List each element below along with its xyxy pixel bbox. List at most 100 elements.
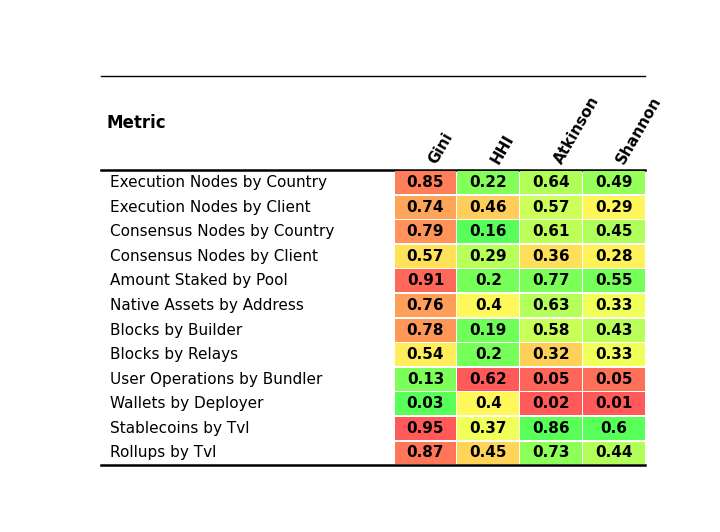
Text: 0.43: 0.43 [595, 322, 633, 338]
Text: Metric: Metric [107, 114, 166, 132]
Text: Consensus Nodes by Country: Consensus Nodes by Country [109, 225, 334, 239]
Text: Stablecoins by Tvl: Stablecoins by Tvl [109, 421, 249, 436]
Text: 0.16: 0.16 [469, 225, 507, 239]
Text: 0.85: 0.85 [407, 175, 444, 190]
FancyBboxPatch shape [583, 368, 644, 390]
FancyBboxPatch shape [521, 393, 582, 415]
Text: 0.57: 0.57 [407, 249, 444, 264]
Text: Native Assets by Address: Native Assets by Address [109, 298, 303, 313]
Text: 0.86: 0.86 [532, 421, 570, 436]
Text: 0.78: 0.78 [407, 322, 444, 338]
Text: 0.95: 0.95 [407, 421, 444, 436]
Text: 0.28: 0.28 [595, 249, 633, 264]
Text: Execution Nodes by Client: Execution Nodes by Client [109, 200, 310, 215]
Text: 0.61: 0.61 [532, 225, 570, 239]
FancyBboxPatch shape [457, 171, 519, 194]
FancyBboxPatch shape [457, 245, 519, 268]
FancyBboxPatch shape [583, 270, 644, 293]
FancyBboxPatch shape [521, 368, 582, 390]
Text: Shannon: Shannon [614, 94, 665, 166]
Text: 0.05: 0.05 [595, 372, 633, 387]
FancyBboxPatch shape [583, 171, 644, 194]
Text: 0.29: 0.29 [595, 200, 633, 215]
Text: 0.76: 0.76 [407, 298, 444, 313]
Text: Blocks by Builder: Blocks by Builder [109, 322, 242, 338]
Text: 0.32: 0.32 [532, 347, 570, 362]
FancyBboxPatch shape [521, 319, 582, 342]
Text: 0.54: 0.54 [407, 347, 444, 362]
Text: 0.63: 0.63 [532, 298, 570, 313]
Text: 0.49: 0.49 [595, 175, 633, 190]
Text: 0.79: 0.79 [407, 225, 444, 239]
Text: 0.05: 0.05 [532, 372, 570, 387]
Text: 0.37: 0.37 [469, 421, 507, 436]
FancyBboxPatch shape [583, 319, 644, 342]
Text: 0.02: 0.02 [532, 396, 570, 411]
FancyBboxPatch shape [395, 294, 456, 317]
Text: 0.4: 0.4 [474, 396, 502, 411]
Text: 0.33: 0.33 [595, 347, 633, 362]
Text: 0.03: 0.03 [407, 396, 444, 411]
FancyBboxPatch shape [583, 294, 644, 317]
Text: 0.44: 0.44 [595, 445, 633, 461]
Text: Consensus Nodes by Client: Consensus Nodes by Client [109, 249, 318, 264]
Text: Execution Nodes by Country: Execution Nodes by Country [109, 175, 327, 190]
Text: Gini: Gini [426, 130, 455, 166]
Text: 0.91: 0.91 [407, 273, 444, 288]
FancyBboxPatch shape [583, 393, 644, 415]
Text: Atkinson: Atkinson [551, 93, 602, 166]
Text: Blocks by Relays: Blocks by Relays [109, 347, 238, 362]
Text: 0.45: 0.45 [595, 225, 633, 239]
Text: 0.4: 0.4 [474, 298, 502, 313]
FancyBboxPatch shape [395, 220, 456, 243]
FancyBboxPatch shape [521, 417, 582, 440]
FancyBboxPatch shape [395, 319, 456, 342]
Text: 0.77: 0.77 [532, 273, 570, 288]
Text: Amount Staked by Pool: Amount Staked by Pool [109, 273, 287, 288]
Text: 0.74: 0.74 [407, 200, 444, 215]
FancyBboxPatch shape [395, 245, 456, 268]
Text: 0.2: 0.2 [474, 347, 502, 362]
Text: 0.62: 0.62 [469, 372, 507, 387]
FancyBboxPatch shape [457, 319, 519, 342]
FancyBboxPatch shape [457, 368, 519, 390]
FancyBboxPatch shape [521, 196, 582, 219]
Text: 0.46: 0.46 [469, 200, 507, 215]
FancyBboxPatch shape [457, 417, 519, 440]
Text: 0.58: 0.58 [532, 322, 570, 338]
Text: User Operations by Bundler: User Operations by Bundler [109, 372, 322, 387]
Text: 0.6: 0.6 [600, 421, 627, 436]
FancyBboxPatch shape [457, 343, 519, 366]
Text: 0.36: 0.36 [532, 249, 570, 264]
FancyBboxPatch shape [583, 196, 644, 219]
FancyBboxPatch shape [521, 220, 582, 243]
FancyBboxPatch shape [457, 442, 519, 464]
FancyBboxPatch shape [457, 270, 519, 293]
FancyBboxPatch shape [395, 368, 456, 390]
Text: 0.01: 0.01 [595, 396, 632, 411]
FancyBboxPatch shape [395, 442, 456, 464]
Text: 0.19: 0.19 [469, 322, 507, 338]
FancyBboxPatch shape [583, 220, 644, 243]
FancyBboxPatch shape [583, 442, 644, 464]
FancyBboxPatch shape [521, 343, 582, 366]
FancyBboxPatch shape [521, 442, 582, 464]
FancyBboxPatch shape [521, 245, 582, 268]
Text: 0.64: 0.64 [532, 175, 570, 190]
FancyBboxPatch shape [395, 393, 456, 415]
FancyBboxPatch shape [521, 294, 582, 317]
FancyBboxPatch shape [395, 343, 456, 366]
FancyBboxPatch shape [521, 270, 582, 293]
Text: 0.45: 0.45 [469, 445, 507, 461]
FancyBboxPatch shape [457, 196, 519, 219]
Text: 0.22: 0.22 [469, 175, 507, 190]
Text: 0.87: 0.87 [407, 445, 444, 461]
FancyBboxPatch shape [583, 245, 644, 268]
Text: 0.13: 0.13 [407, 372, 444, 387]
FancyBboxPatch shape [457, 220, 519, 243]
FancyBboxPatch shape [395, 196, 456, 219]
Text: 0.33: 0.33 [595, 298, 633, 313]
FancyBboxPatch shape [583, 343, 644, 366]
FancyBboxPatch shape [583, 417, 644, 440]
FancyBboxPatch shape [395, 171, 456, 194]
